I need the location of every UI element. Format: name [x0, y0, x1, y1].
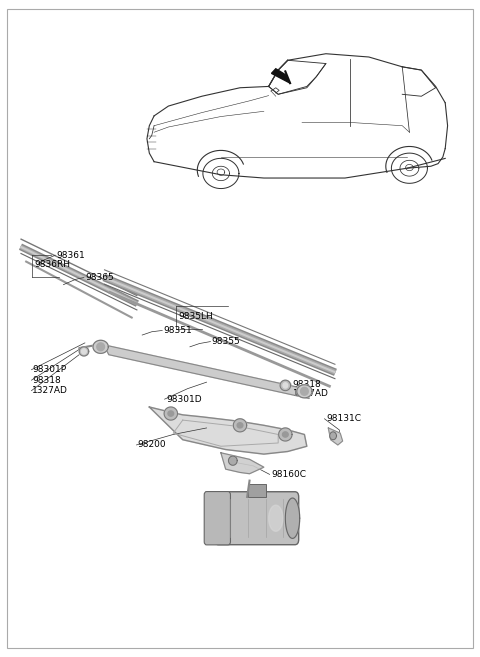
Polygon shape	[328, 428, 343, 445]
Polygon shape	[104, 345, 309, 399]
Polygon shape	[97, 343, 105, 351]
Polygon shape	[237, 422, 243, 428]
Bar	[248, 484, 266, 497]
Text: 98318: 98318	[292, 380, 321, 388]
Text: 1327AD: 1327AD	[292, 390, 328, 398]
Text: 98131C: 98131C	[326, 415, 361, 423]
Polygon shape	[269, 505, 283, 532]
Polygon shape	[279, 428, 292, 441]
Text: 9836RH: 9836RH	[35, 260, 71, 269]
Text: 98318: 98318	[33, 376, 61, 385]
Polygon shape	[82, 349, 86, 354]
Text: 98100: 98100	[235, 537, 264, 545]
Polygon shape	[300, 388, 308, 396]
Text: 98301D: 98301D	[166, 395, 202, 403]
Text: 98355: 98355	[211, 337, 240, 346]
Text: 98351: 98351	[164, 326, 192, 335]
Polygon shape	[272, 69, 290, 83]
FancyBboxPatch shape	[215, 491, 299, 545]
Polygon shape	[330, 432, 336, 440]
Polygon shape	[228, 456, 237, 465]
Text: 98160C: 98160C	[271, 470, 306, 479]
FancyBboxPatch shape	[204, 491, 230, 545]
Polygon shape	[221, 453, 264, 474]
Text: 1327AD: 1327AD	[33, 386, 68, 395]
Polygon shape	[285, 498, 300, 538]
Text: 98361: 98361	[56, 251, 85, 260]
Text: 9835LH: 9835LH	[178, 312, 213, 321]
Polygon shape	[149, 407, 307, 454]
Polygon shape	[283, 432, 288, 437]
Polygon shape	[93, 340, 108, 353]
Polygon shape	[164, 407, 178, 420]
Polygon shape	[280, 380, 290, 391]
Polygon shape	[79, 347, 89, 356]
Polygon shape	[168, 411, 174, 416]
Polygon shape	[283, 383, 288, 388]
Text: 98200: 98200	[137, 440, 166, 449]
Text: 98365: 98365	[85, 273, 114, 282]
Text: 98301P: 98301P	[33, 365, 67, 374]
Polygon shape	[233, 419, 247, 432]
Polygon shape	[297, 385, 312, 398]
